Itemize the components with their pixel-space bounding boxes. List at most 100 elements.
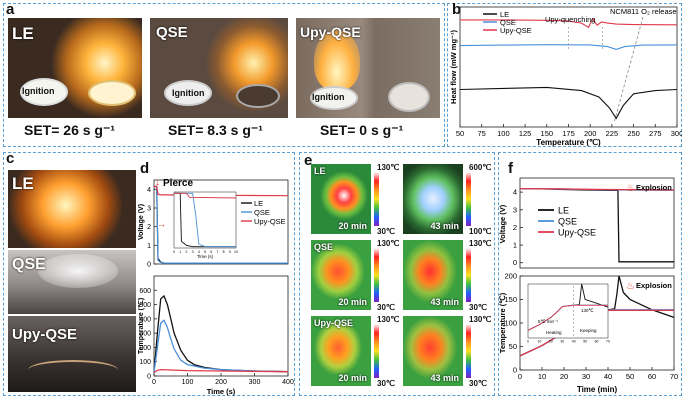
series-line-qse [153, 319, 289, 373]
inset-x-tick-label: 40 [572, 340, 576, 344]
ignition-label: Ignition [312, 92, 345, 102]
annotation-pierce: Pierce [163, 178, 193, 189]
thermal-time-label: 20 min [338, 373, 367, 383]
dish-icon [20, 78, 68, 106]
x-tick-label: 275 [649, 129, 662, 138]
series-line-le [459, 86, 678, 120]
panel-f-frame [498, 152, 682, 396]
panel-a-frame [3, 3, 445, 147]
photo-title-qse: QSE [156, 24, 188, 41]
x-tick-label: 0 [152, 379, 156, 386]
photo-qse-nail: QSE [8, 250, 136, 314]
scale-max-label: 130℃ [377, 239, 400, 248]
thermal-time-label: 43 min [430, 297, 459, 307]
inset-frame [173, 191, 237, 249]
photo-title-upyqse: Upy-QSE [12, 326, 78, 343]
panel-e-frame [299, 152, 495, 396]
inset-heating-label: Heating [546, 330, 562, 335]
x-tick-label: 70 [670, 372, 678, 381]
ignition-label: Ignition [172, 88, 205, 98]
plot-frame [153, 179, 289, 265]
series-line-le [519, 187, 674, 263]
y-tick-label: 2 [513, 223, 517, 232]
inset-rate-label: 5℃ min⁻¹ [538, 319, 558, 324]
inset-x-axis-label: Time (s) [197, 254, 214, 259]
scale-max-label: 130℃ [469, 239, 492, 248]
inset-x-tick-label: 50 [583, 340, 587, 344]
y-tick-label: 3 [513, 205, 517, 214]
set-value-qse: SET= 8.3 s g⁻¹ [168, 122, 263, 138]
x-tick-label: 50 [626, 372, 634, 381]
y-axis-label: Voltage (V) [138, 204, 145, 240]
photo-title-le: LE [12, 174, 34, 193]
wire-icon [28, 360, 118, 380]
series-line-upy-qse [460, 17, 678, 29]
y-axis-label: Temperature (℃) [498, 292, 507, 353]
inset-x-tick-label: 3 [192, 250, 194, 254]
panel-cd-frame [3, 152, 295, 396]
scale-max-label: 130℃ [377, 315, 400, 324]
x-tick-label: 20 [560, 372, 568, 381]
y-tick-label: 500 [139, 302, 151, 309]
inset-x-tick-label: 4 [198, 250, 200, 254]
legend-label: LE [500, 10, 509, 19]
pierce-arrow-icon: ↓ [155, 177, 160, 188]
y-tick-label: 150 [504, 295, 517, 304]
series-line-upy-qse [527, 304, 608, 331]
photo-qse-ignition: QSE Ignition [150, 18, 288, 118]
x-tick-label: 150 [541, 129, 554, 138]
panel-f-label: f [508, 160, 513, 177]
y-tick-label: 50 [509, 342, 517, 351]
dish-icon [88, 80, 136, 106]
y-tick-label: 3 [147, 206, 151, 213]
legend-label: QSE [254, 208, 270, 217]
x-tick-label: 300 [249, 379, 261, 386]
y-tick-label: 100 [139, 359, 151, 366]
x-tick-label: 60 [648, 372, 656, 381]
y-axis-label: Voltage (V) [498, 204, 507, 243]
color-scale-bar [466, 248, 471, 302]
y-tick-label: 4 [513, 188, 517, 197]
flame-icon [314, 30, 360, 90]
ignition-label: Ignition [22, 86, 55, 96]
x-tick-label: 225 [606, 129, 619, 138]
scale-min-label: 30℃ [377, 303, 395, 312]
thermal-sample-label: LE [314, 166, 326, 176]
thermal-image: 43 min [403, 164, 463, 234]
annotation-explosion: Explosion [636, 281, 672, 290]
legend-label: Upy-QSE [254, 217, 286, 226]
smoke-icon [38, 254, 118, 288]
set-value-le: SET= 26 s g⁻¹ [24, 122, 116, 138]
inset-x-tick-label: 10 [234, 250, 238, 254]
scale-min-label: 100℃ [469, 227, 492, 236]
x-tick-label: 250 [627, 129, 640, 138]
x-tick-label: 400 [282, 379, 294, 386]
scale-max-label: 600℃ [469, 163, 492, 172]
color-scale-bar [466, 324, 471, 378]
scale-max-label: 130℃ [469, 315, 492, 324]
y-tick-label: 0 [147, 374, 151, 381]
photo-title-qse: QSE [12, 256, 46, 273]
inset-x-tick-label: 6 [210, 250, 212, 254]
inset-hold-label: 130℃ [581, 308, 595, 313]
inset-x-tick-label: 70 [606, 340, 610, 344]
series-line-qse [459, 44, 678, 50]
set-value-upyqse: SET= 0 s g⁻¹ [320, 122, 404, 138]
dish-icon [388, 82, 430, 112]
x-tick-label: 0 [518, 372, 522, 381]
x-tick-label: 175 [562, 129, 575, 138]
photo-title-upyqse: Upy-QSE [300, 24, 361, 40]
thermal-sample-label: QSE [314, 242, 334, 252]
photo-upyqse-ignition: Upy-QSE Ignition [296, 18, 440, 118]
x-tick-label: 200 [584, 129, 597, 138]
inset-x-tick-label: 2 [185, 250, 187, 254]
fire-icon: ♨ [626, 183, 635, 194]
y-tick-label: 400 [139, 316, 151, 323]
x-axis-label: Temperature (℃) [536, 138, 601, 147]
y-tick-label: 0 [513, 366, 517, 375]
panel-b-label: b [452, 1, 462, 18]
panel-b-frame [447, 3, 682, 147]
photo-title-le: LE [12, 24, 34, 43]
x-tick-label: 200 [215, 379, 227, 386]
